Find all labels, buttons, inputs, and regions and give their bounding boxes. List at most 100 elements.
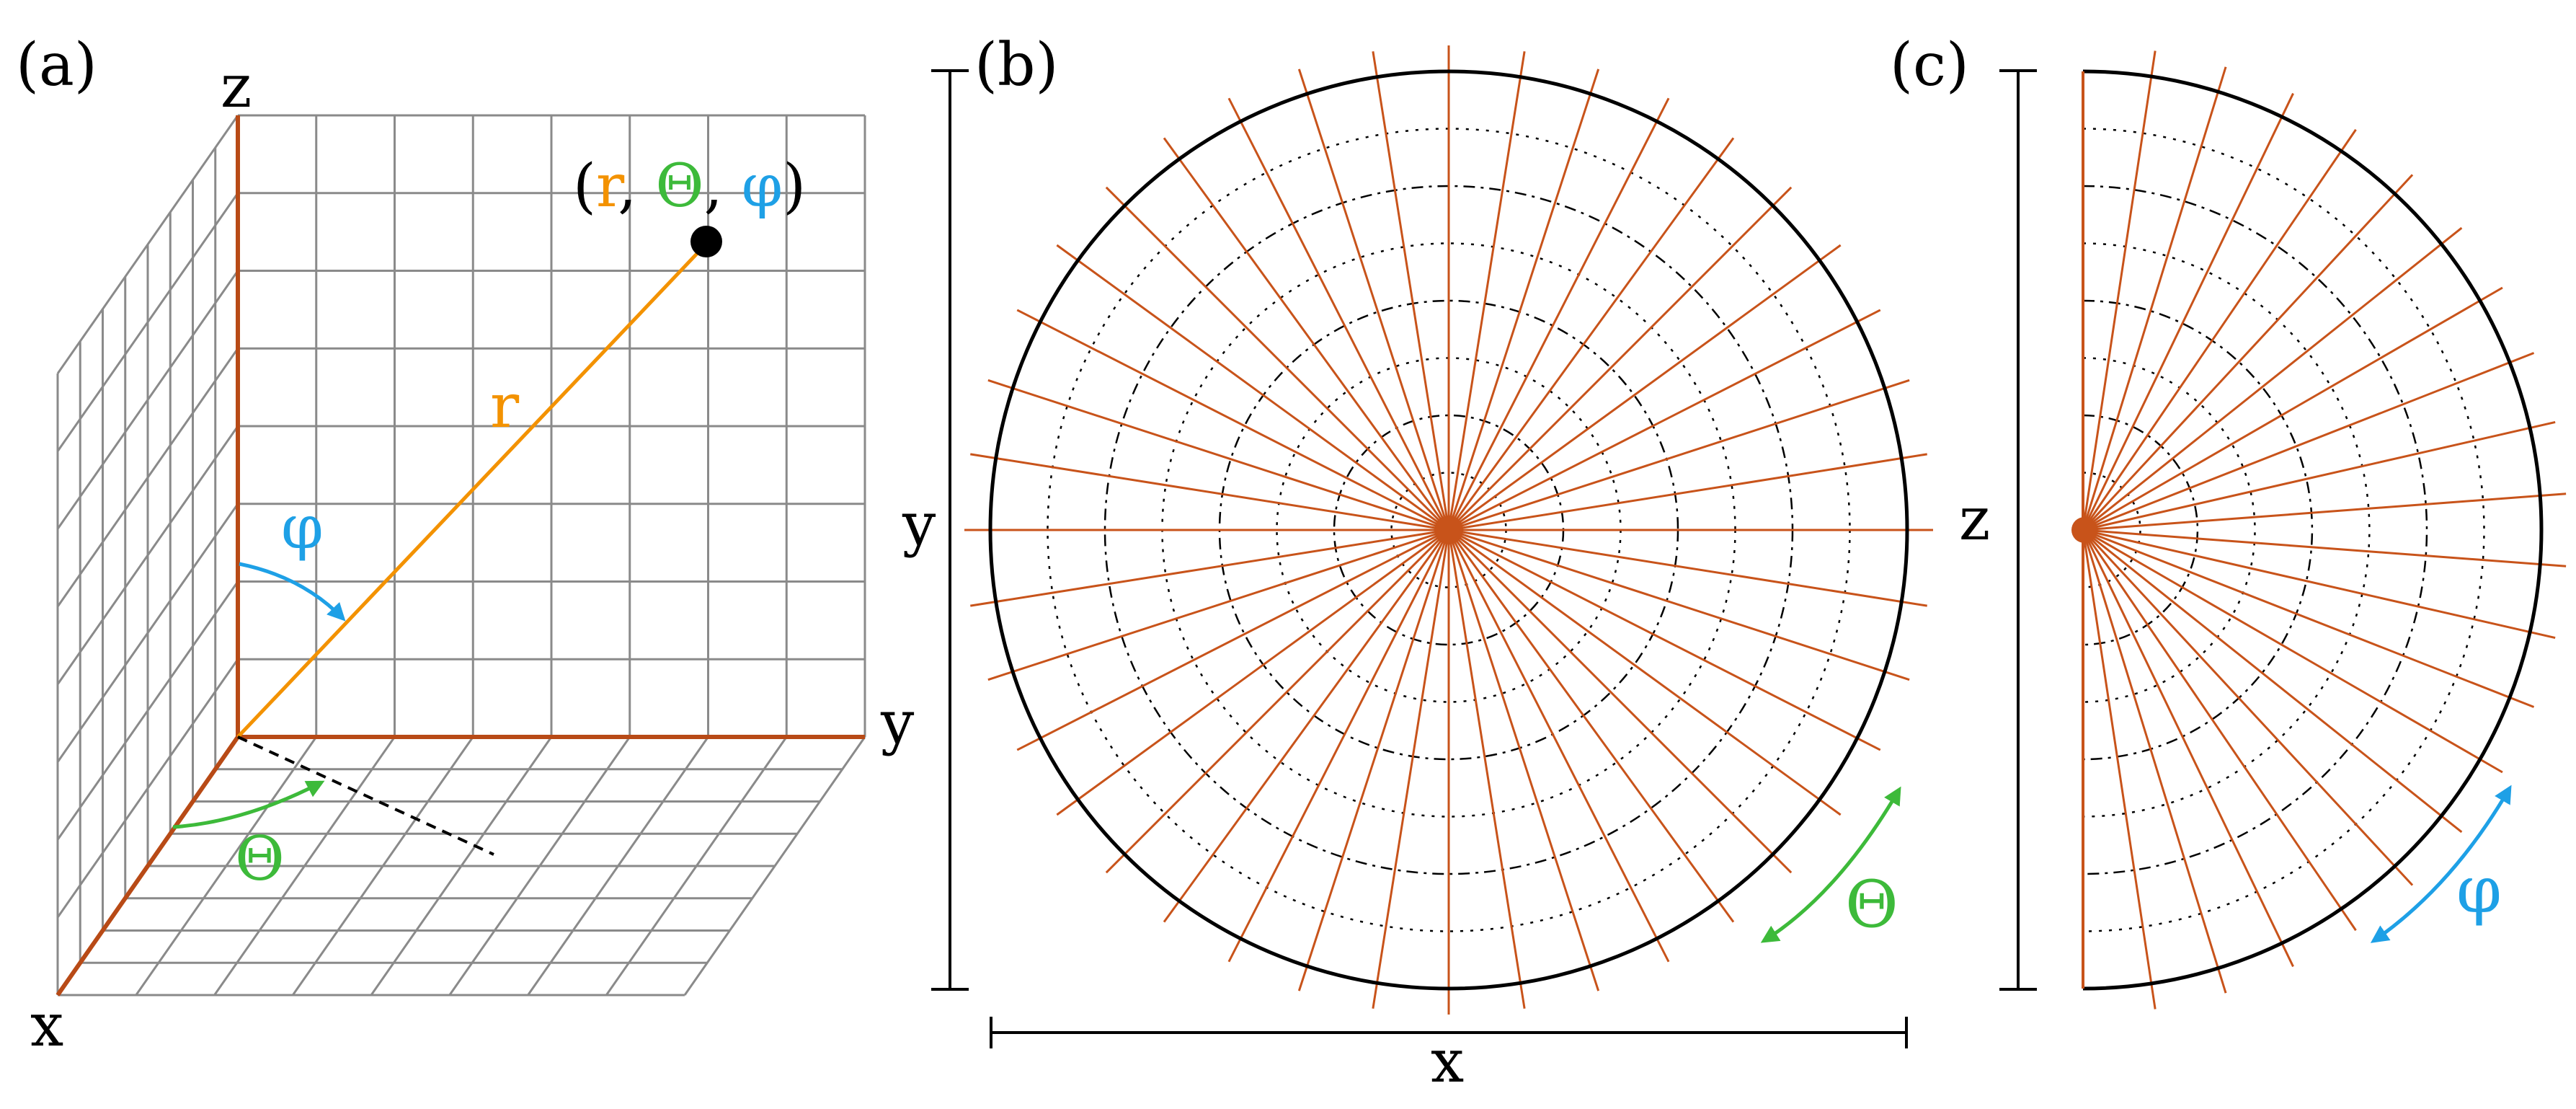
polar-ring — [2082, 185, 2428, 875]
radial-line — [1448, 309, 1881, 531]
radial-line — [2082, 226, 2463, 531]
panel-b-x-extent-bar — [990, 1017, 1908, 1048]
grid-line — [56, 115, 239, 374]
panel-c-rings — [2082, 128, 2485, 932]
radial-line — [1447, 97, 1670, 531]
radial-line — [2082, 529, 2463, 834]
radial-line — [2082, 529, 2535, 708]
panel-c-z-extent-bar — [1999, 69, 2037, 991]
radial-line — [2082, 529, 2414, 886]
radial-line — [2082, 421, 2556, 531]
panel-b-radial-lines — [964, 45, 1933, 1015]
radial-line — [1447, 51, 1526, 531]
polar-ring — [2082, 299, 2314, 761]
radial-line — [1447, 529, 1526, 1009]
radial-line — [1448, 529, 1881, 751]
radial-line — [1163, 529, 1450, 923]
radial-line — [1163, 137, 1450, 531]
radial-line — [2082, 286, 2503, 531]
grid-line — [448, 736, 631, 996]
grid-line — [683, 736, 866, 996]
radial-line — [2082, 529, 2294, 968]
radial-line — [1016, 309, 1449, 531]
panel-a-3d-coordinates: (a) z y x (r, Θ, φ) r φ Θ — [16, 31, 915, 1060]
point-coordinates-label: (r, Θ, φ) — [573, 152, 806, 221]
grid-line — [527, 736, 709, 996]
radial-line — [2082, 50, 2157, 531]
radial-line — [1447, 529, 1793, 874]
theta-arrow-b — [1760, 786, 1901, 943]
radial-line — [987, 529, 1449, 681]
radial-line — [1448, 244, 1842, 531]
radial-line — [1227, 97, 1450, 531]
point-theta: Θ — [655, 152, 703, 221]
radial-line — [1447, 529, 1600, 991]
theta-arrow-a — [172, 780, 325, 829]
radial-line — [2082, 492, 2567, 531]
radial-line — [970, 529, 1449, 607]
panel-c-outer-semicircle — [2082, 69, 2544, 991]
radial-line — [1372, 51, 1450, 531]
radial-line — [970, 453, 1449, 531]
radial-line — [1297, 69, 1450, 531]
panel-b-y-label: y — [902, 490, 936, 559]
phi-arrow-c — [2370, 785, 2512, 943]
panel-b-y-extent-bar — [931, 69, 969, 991]
radial-line — [1372, 529, 1450, 1009]
radial-line — [2082, 66, 2227, 531]
polar-ring — [2082, 242, 2371, 818]
z-axis-label: z — [221, 53, 252, 121]
radial-line — [1448, 453, 1927, 531]
grid-line — [370, 736, 553, 996]
radial-line — [1297, 529, 1450, 991]
panel-b-label: (b) — [974, 31, 1058, 100]
radial-line — [1448, 529, 1927, 607]
radial-line — [1105, 186, 1450, 531]
x-axis-line — [55, 735, 240, 997]
radial-line — [1447, 69, 1600, 531]
radial-line — [2082, 92, 2294, 531]
grid-line — [56, 270, 239, 530]
phi-arrow-a — [239, 562, 346, 622]
radial-line — [2082, 529, 2503, 774]
radial-line — [1447, 186, 1793, 531]
theta-label-b: Θ — [1845, 867, 1898, 942]
grid-line — [605, 736, 788, 996]
panel-c-center-point — [2071, 517, 2097, 543]
polar-ring — [2082, 357, 2256, 703]
radial-line — [2082, 352, 2535, 531]
panel-b-x-label: x — [1431, 1028, 1464, 1096]
panel-a-axes — [55, 115, 865, 997]
radial-line — [1448, 379, 1910, 531]
panel-c-z-label: z — [1959, 485, 1990, 554]
panel-b-center-point — [1434, 516, 1463, 544]
y-axis-label: y — [880, 689, 915, 757]
theta-label-a: Θ — [235, 823, 285, 894]
radial-line — [1056, 529, 1449, 816]
panel-b-polar-xy: (b) y x Θ — [902, 31, 1933, 1096]
radius-vector — [236, 242, 708, 738]
panel-c-polar-half-z: (c) z φ — [1890, 31, 2567, 1009]
radial-line — [1447, 137, 1735, 531]
radial-line — [2082, 174, 2414, 531]
radial-line — [1105, 529, 1450, 874]
panel-c-radial-lines — [2082, 50, 2567, 1009]
point-marker — [690, 226, 722, 257]
panel-a-grid-walls — [56, 114, 866, 997]
radial-line — [2082, 529, 2357, 932]
panel-c-label: (c) — [1890, 31, 1969, 100]
radial-line — [1056, 244, 1449, 531]
radial-line — [1448, 529, 1842, 816]
radial-line — [2082, 128, 2357, 531]
point-sep-1: , — [618, 152, 655, 221]
radial-line — [2082, 529, 2567, 567]
radial-line — [1448, 529, 1910, 681]
grid-line — [56, 348, 239, 608]
point-open-paren: ( — [573, 152, 596, 221]
x-axis-label: x — [30, 991, 63, 1060]
r-label: r — [490, 371, 520, 441]
radial-line — [1447, 529, 1735, 923]
point-phi: φ — [742, 152, 783, 221]
polar-ring — [2082, 414, 2199, 646]
